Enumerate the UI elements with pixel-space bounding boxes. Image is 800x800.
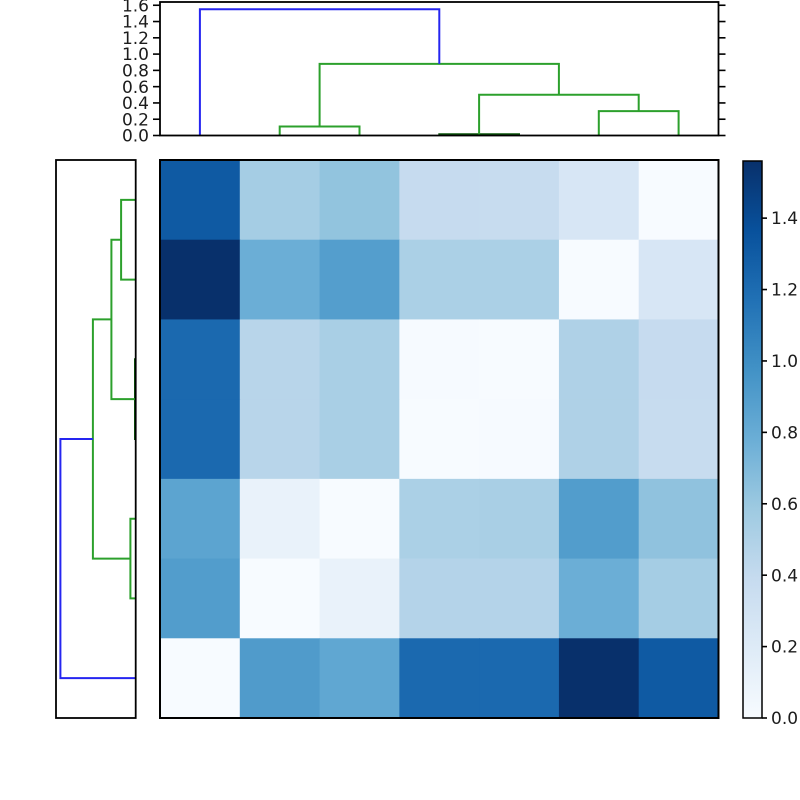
colorbar-tick-label: 1.2 xyxy=(771,281,798,301)
heatmap-cell-r5c2 xyxy=(239,478,321,560)
heatmap-cell-r2c6 xyxy=(558,239,640,321)
heatmap-cell-r5c4 xyxy=(399,478,480,560)
colorbar-gradient xyxy=(742,160,763,719)
colorbar-tick-label: 0.6 xyxy=(771,495,798,515)
heatmap-cell-r7c5 xyxy=(479,638,560,719)
top-dendrogram-ytick-label: 0.4 xyxy=(122,94,149,114)
heatmap-cell-r4c2 xyxy=(239,399,321,480)
top-dendrogram-ytick-label: 0.2 xyxy=(122,110,149,130)
heatmap-cell-r1c3 xyxy=(319,160,400,241)
heatmap-cell-r1c6 xyxy=(558,160,640,241)
heatmap-matrix xyxy=(159,159,720,719)
heatmap-cell-r3c5 xyxy=(479,319,560,400)
colorbar-tick-label: 0.4 xyxy=(771,566,798,586)
heatmap-cell-r6c3 xyxy=(319,558,400,639)
heatmap-cell-r6c2 xyxy=(239,558,321,639)
heatmap-cell-r1c7 xyxy=(638,160,720,241)
heatmap-cell-r4c5 xyxy=(479,399,560,480)
top-dendrogram-ytick-label: 1.6 xyxy=(122,0,149,16)
heatmap-cell-r7c6 xyxy=(558,638,640,719)
heatmap-cell-r6c5 xyxy=(479,558,560,639)
top-dendrogram-ytick-label: 1.0 xyxy=(122,45,149,65)
colorbar-tick-label: 1.0 xyxy=(771,352,798,372)
heatmap-cell-r2c7 xyxy=(638,239,720,321)
colorbar-tick-label: 0.0 xyxy=(771,709,798,729)
heatmap-cell-r6c7 xyxy=(638,558,720,639)
heatmap-cell-r7c1 xyxy=(160,638,241,719)
heatmap-cell-r5c7 xyxy=(638,478,720,560)
top-dendrogram-ytick-label: 1.4 xyxy=(122,13,149,33)
heatmap-cell-r5c6 xyxy=(558,478,640,560)
heatmap-cell-r4c3 xyxy=(319,399,400,480)
heatmap-cell-r7c3 xyxy=(319,638,400,719)
heatmap-cell-r5c1 xyxy=(160,478,241,560)
top-dendrogram-frame xyxy=(159,1,720,137)
heatmap-cell-r7c2 xyxy=(239,638,321,719)
top-dendrogram-link-6 xyxy=(198,8,441,136)
heatmap-cell-r2c1 xyxy=(160,239,241,321)
colorbar: 0.0 0.2 0.4 0.6 0.8 1.0 1.2 1.4 xyxy=(742,160,798,729)
row-dendrogram-frame xyxy=(55,159,137,719)
heatmap-cell-r5c3 xyxy=(319,478,400,560)
top-dendrogram-ytick-label: 0.6 xyxy=(122,78,149,98)
top-dendrogram: 0.00.20.40.60.81.01.21.41.6 xyxy=(122,0,726,147)
heatmap-cell-r3c7 xyxy=(638,319,720,400)
heatmap-cell-r1c2 xyxy=(239,160,321,241)
heatmap-cell-r3c3 xyxy=(319,319,400,400)
heatmap-cell-r3c4 xyxy=(399,319,480,400)
heatmap-cell-r4c1 xyxy=(160,399,241,480)
heatmap-cell-r2c2 xyxy=(239,239,321,321)
colorbar-tick-label: 1.4 xyxy=(771,209,798,229)
heatmap-cell-r4c7 xyxy=(638,399,720,480)
heatmap-cell-r3c1 xyxy=(160,319,241,400)
heatmap-cell-r2c5 xyxy=(479,239,560,321)
colorbar-tick-label: 0.2 xyxy=(771,638,798,658)
heatmap-cell-r1c1 xyxy=(160,160,241,241)
heatmap-cell-r5c5 xyxy=(479,478,560,560)
heatmap-cell-r6c6 xyxy=(558,558,640,639)
heatmap-cell-r4c4 xyxy=(399,399,480,480)
heatmap-cell-r1c4 xyxy=(399,160,480,241)
heatmap-cell-r6c4 xyxy=(399,558,480,639)
heatmap-cell-r4c6 xyxy=(558,399,640,480)
heatmap-cell-r3c2 xyxy=(239,319,321,400)
heatmap-cell-r7c7 xyxy=(638,638,720,719)
colorbar-tick-label: 0.8 xyxy=(771,423,798,443)
row-dendrogram xyxy=(55,159,137,719)
heatmap-cell-r7c4 xyxy=(399,638,480,719)
heatmap-cell-r3c6 xyxy=(558,319,640,400)
top-dendrogram-ytick-label: 0.0 xyxy=(122,127,149,147)
heatmap-frame xyxy=(159,159,720,719)
heatmap-cell-r6c1 xyxy=(160,558,241,639)
top-dendrogram-ytick-label: 1.2 xyxy=(122,29,149,49)
heatmap-cell-r2c4 xyxy=(399,239,480,321)
top-dendrogram-ytick-label: 0.8 xyxy=(122,61,149,81)
heatmap-cell-r2c3 xyxy=(319,239,400,321)
row-dendrogram-link-6 xyxy=(59,438,136,680)
heatmap-cell-r1c5 xyxy=(479,160,560,241)
